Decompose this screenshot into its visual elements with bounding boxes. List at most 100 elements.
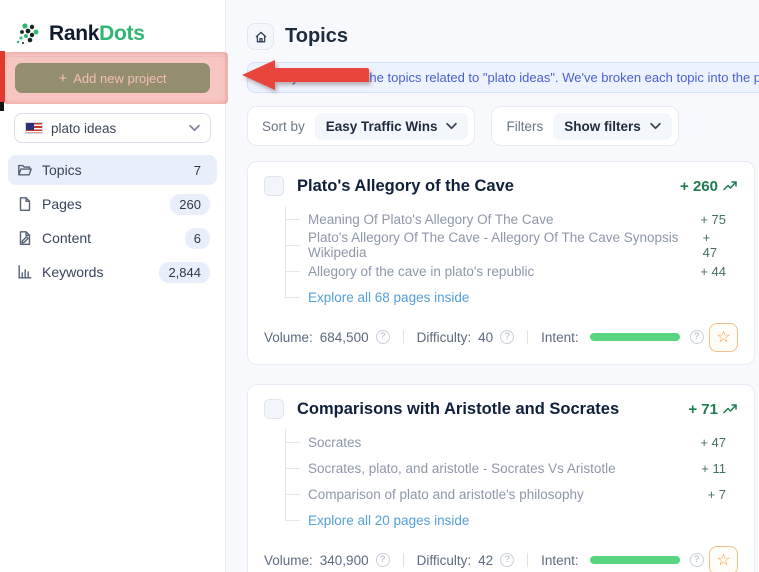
home-button[interactable]: [247, 23, 274, 50]
sidebar-item-label: Topics: [42, 162, 82, 178]
topic-page-row: Meaning Of Plato's Allegory Of The Cave …: [285, 206, 726, 232]
help-icon[interactable]: ?: [500, 330, 515, 344]
project-select[interactable]: plato ideas: [14, 113, 211, 143]
help-icon[interactable]: ?: [689, 553, 704, 567]
annotation-red-bar: [0, 51, 5, 102]
topic-page-label: Socrates: [308, 434, 362, 450]
help-icon[interactable]: ?: [689, 330, 704, 344]
sidebar-item-count: 2,844: [159, 261, 210, 283]
us-flag-icon: [25, 122, 43, 134]
help-icon[interactable]: ?: [375, 330, 390, 344]
favorite-star-button[interactable]: ☆: [709, 545, 738, 572]
filters-control: Filters Show filters: [491, 106, 679, 146]
topic-pages-list: Socrates + 47 Socrates, plato, and arist…: [285, 429, 726, 533]
file-icon: [19, 197, 31, 211]
difficulty-stat: Difficulty: 40 ?: [417, 330, 515, 345]
explore-pages-link[interactable]: Explore all 68 pages inside: [308, 289, 470, 305]
topic-page-row: Comparison of plato and aristotle's phil…: [285, 481, 726, 507]
toolbar: Sort by Easy Traffic Wins Filters Show f…: [247, 106, 759, 146]
intent-stat: Intent: ?: [541, 553, 704, 568]
difficulty-stat: Difficulty: 42 ?: [417, 553, 515, 568]
project-select-value: plato ideas: [51, 120, 117, 136]
sidebar: RankDots + Add new project plato ideas T…: [0, 0, 226, 572]
file-edit-icon: [19, 231, 31, 245]
chevron-down-icon: [446, 122, 458, 130]
topic-gain-value: + 71: [688, 400, 718, 418]
sidebar-item-count: 260: [170, 193, 210, 215]
topic-page-gain: + 47: [702, 230, 718, 260]
help-icon[interactable]: ?: [500, 553, 515, 567]
volume-label: Volume:: [264, 329, 313, 345]
topic-gain: + 71: [688, 401, 738, 418]
intent-stat: Intent: ?: [541, 330, 704, 345]
topic-checkbox[interactable]: [264, 176, 284, 196]
stat-divider: [402, 553, 404, 567]
sidebar-item-topics[interactable]: Topics 7: [8, 155, 217, 185]
topic-page-label: Socrates, plato, and aristotle - Socrate…: [308, 460, 616, 476]
topic-stats: Volume: 340,900 ? Difficulty: 42 ? Inten…: [264, 545, 738, 572]
topic-page-gain: + 75: [700, 211, 726, 227]
sidebar-item-label: Content: [42, 230, 92, 246]
add-new-project-button[interactable]: + Add new project: [15, 63, 210, 93]
topic-page-row: Plato's Allegory Of The Cave - Allegory …: [285, 230, 726, 260]
topic-page-label: Meaning Of Plato's Allegory Of The Cave: [308, 211, 554, 227]
topic-page-gain: + 47: [700, 434, 726, 450]
topic-page-row: Allegory of the cave in plato's republic…: [285, 258, 726, 284]
sidebar-item-label: Pages: [42, 196, 82, 212]
volume-stat: Volume: 684,500 ?: [264, 330, 390, 345]
sidebar-nav: Topics 7 Pages 260 Content 6: [8, 155, 217, 287]
sort-control: Sort by Easy Traffic Wins: [247, 106, 476, 146]
sidebar-item-keywords[interactable]: Keywords 2,844: [8, 257, 217, 287]
rankdots-logo-icon: [16, 23, 39, 44]
sort-dropdown[interactable]: Easy Traffic Wins: [314, 112, 469, 140]
topic-page-gain: + 11: [701, 460, 726, 476]
brand: RankDots: [0, 0, 225, 48]
chevron-down-icon: [649, 122, 661, 130]
trend-up-icon: [723, 404, 737, 414]
stat-divider: [402, 330, 404, 344]
trend-up-icon: [723, 181, 737, 191]
topic-title: Comparisons with Aristotle and Socrates: [297, 399, 620, 418]
topic-card: Comparisons with Aristotle and Socrates …: [247, 384, 755, 572]
intent-label: Intent:: [541, 552, 579, 568]
intent-label: Intent:: [541, 329, 579, 345]
sort-dropdown-value: Easy Traffic Wins: [325, 118, 438, 134]
topic-pages-list: Meaning Of Plato's Allegory Of The Cave …: [285, 206, 726, 310]
intent-bar: [589, 333, 680, 341]
plus-icon: +: [58, 69, 68, 87]
explore-pages-link[interactable]: Explore all 20 pages inside: [308, 512, 470, 528]
page-title: Topics: [285, 25, 348, 47]
volume-label: Volume:: [264, 552, 313, 568]
topic-page-label: Plato's Allegory Of The Cave - Allegory …: [308, 230, 679, 260]
difficulty-value: 42: [478, 552, 494, 568]
sidebar-item-count: 7: [184, 159, 210, 181]
explore-pages-row: Explore all 68 pages inside: [285, 284, 726, 310]
topic-stats: Volume: 684,500 ? Difficulty: 40 ? Inten…: [264, 322, 738, 352]
topic-checkbox[interactable]: [264, 399, 284, 419]
help-icon[interactable]: ?: [375, 553, 390, 567]
chevron-down-icon: [189, 124, 200, 132]
topic-page-label: Allegory of the cave in plato's republic: [308, 263, 535, 279]
annotation-black-mark: [0, 102, 4, 111]
favorite-star-button[interactable]: ☆: [709, 322, 738, 352]
bar-chart-icon: [18, 265, 32, 279]
filters-dropdown[interactable]: Show filters: [553, 112, 672, 140]
stat-divider: [527, 330, 529, 344]
sidebar-item-pages[interactable]: Pages 260: [8, 189, 217, 219]
main-content: Topics Here you'll find all the topics r…: [226, 0, 759, 572]
star-icon: ☆: [716, 552, 731, 569]
topic-card-header: Plato's Allegory of the Cave + 260: [264, 176, 738, 196]
star-icon: ☆: [716, 329, 731, 346]
sidebar-item-label: Keywords: [42, 264, 104, 280]
sidebar-item-count: 6: [184, 227, 210, 249]
sidebar-item-content[interactable]: Content 6: [8, 223, 217, 253]
filters-label: Filters: [506, 118, 544, 134]
intent-bar: [589, 556, 680, 564]
topic-page-row: Socrates + 47: [285, 429, 726, 455]
volume-stat: Volume: 340,900 ?: [264, 553, 390, 568]
topic-page-gain: + 44: [700, 263, 726, 279]
stat-divider: [527, 553, 529, 567]
topic-card-header: Comparisons with Aristotle and Socrates …: [264, 399, 738, 419]
difficulty-value: 40: [478, 329, 494, 345]
explore-pages-row: Explore all 20 pages inside: [285, 507, 726, 533]
